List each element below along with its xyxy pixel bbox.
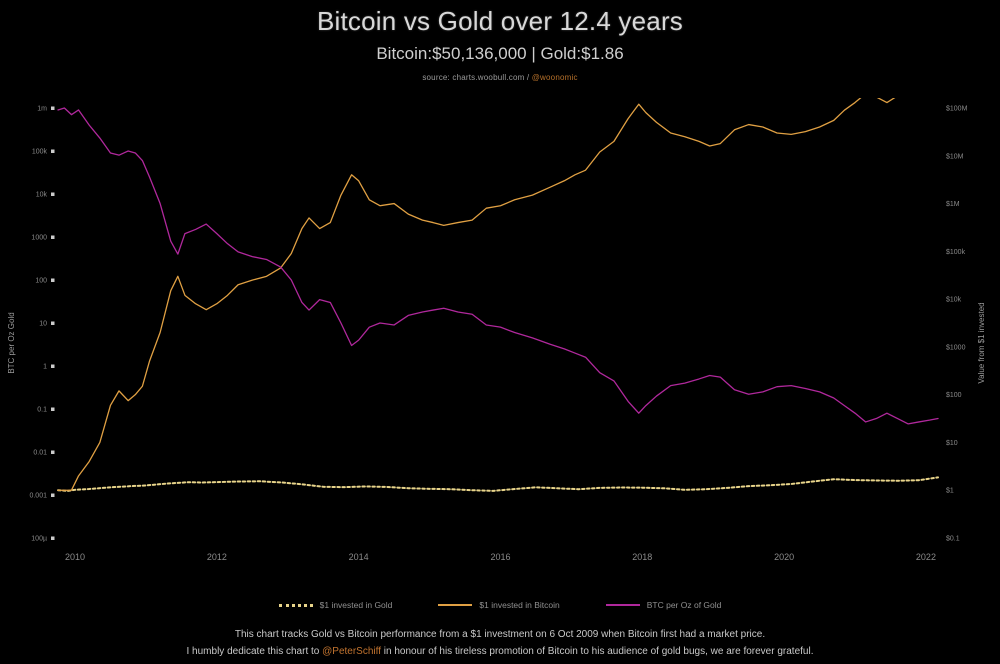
legend-label: $1 invested in Gold bbox=[319, 600, 393, 610]
y-right-tick-label: $10M bbox=[946, 153, 964, 160]
y-axis-left-ticks: 1m 100k 10k 1000 100 10 1 0.1 0.01 0.001 100µ bbox=[29, 106, 55, 543]
y-left-tick-label: 10k bbox=[36, 192, 48, 199]
y-left-tickmark bbox=[51, 192, 55, 196]
y-left-tick-label: 100k bbox=[32, 149, 48, 156]
legend-label: $1 invested in Bitcoin bbox=[479, 600, 560, 610]
y-left-tickmark bbox=[51, 321, 55, 325]
y-left-tickmark bbox=[51, 407, 55, 411]
page-title: Bitcoin vs Gold over 12.4 years bbox=[316, 6, 684, 36]
x-tick-label: 2014 bbox=[349, 552, 369, 562]
legend-item[interactable]: $1 invested in Gold bbox=[278, 600, 393, 610]
footer-line-2: I humbly dedicate this chart to @PeterSc… bbox=[0, 643, 1000, 660]
y-left-tickmark bbox=[51, 235, 55, 239]
source-handle-link[interactable]: @woonomic bbox=[531, 73, 578, 82]
y-right-tick-label: $0.1 bbox=[946, 536, 960, 543]
y-left-tickmark bbox=[51, 106, 55, 110]
x-tick-label: 2012 bbox=[207, 552, 227, 562]
y-left-tickmark bbox=[51, 149, 55, 153]
y-left-tick-label: 10 bbox=[39, 321, 47, 328]
legend-label: BTC per Oz of Gold bbox=[646, 600, 722, 610]
y-right-tick-label: $1 bbox=[946, 488, 954, 495]
series-line bbox=[57, 98, 896, 491]
y-left-tick-label: 100 bbox=[35, 278, 47, 285]
x-tick-label: 2018 bbox=[632, 552, 652, 562]
y-left-tick-label: 0.001 bbox=[29, 493, 47, 500]
footer-line2-pre: I humbly dedicate this chart to bbox=[186, 646, 323, 657]
y-axis-right-ticks: $100M $10M $1M $100k $10k $1000 $100 $10 $1 $0.1 bbox=[946, 106, 968, 543]
x-tick-label: 2016 bbox=[490, 552, 510, 562]
legend-item[interactable]: BTC per Oz of Gold bbox=[605, 600, 722, 610]
y-right-tick-label: $1M bbox=[946, 201, 960, 208]
y-left-tick-label: 0.01 bbox=[33, 450, 47, 457]
legend-swatch bbox=[605, 604, 640, 606]
chart-legend: $1 invested in Gold $1 invested in Bitcoi… bbox=[0, 600, 1000, 610]
y-axis-right-label: Value from $1 invested bbox=[977, 302, 986, 383]
y-right-tick-label: $1000 bbox=[946, 344, 966, 351]
peterschiff-mention[interactable]: @PeterSchiff bbox=[322, 646, 382, 657]
y-left-tick-label: 1 bbox=[43, 364, 47, 371]
y-right-tick-label: $10k bbox=[946, 297, 962, 304]
chart-canvas[interactable]: 1m 100k 10k 1000 100 10 1 0.1 0.01 0.001 100µ $100… bbox=[0, 98, 1000, 568]
y-left-tickmark bbox=[51, 450, 55, 454]
series-line bbox=[57, 476, 939, 492]
x-tick-label: 2020 bbox=[774, 552, 794, 562]
x-tick-label: 2010 bbox=[65, 552, 85, 562]
source-credit: source: charts.woobull.com / @woonomic bbox=[0, 73, 1000, 82]
y-right-tick-label: $100 bbox=[946, 392, 962, 399]
y-right-tick-label: $100M bbox=[946, 106, 968, 113]
footer-line2-post: in honour of his tireless promotion of B… bbox=[381, 646, 814, 657]
source-text: source: charts.woobull.com / bbox=[422, 73, 532, 82]
legend-item[interactable]: $1 invested in Bitcoin bbox=[438, 600, 560, 610]
y-left-tickmark bbox=[51, 278, 55, 282]
chart-footer: This chart tracks Gold vs Bitcoin perfor… bbox=[0, 626, 1000, 660]
footer-line-1: This chart tracks Gold vs Bitcoin perfor… bbox=[234, 629, 766, 640]
y-left-tick-label: 1m bbox=[37, 106, 47, 113]
legend-swatch bbox=[438, 604, 473, 606]
y-left-tick-label: 0.1 bbox=[37, 407, 47, 414]
series-line bbox=[57, 107, 939, 425]
y-right-tick-label: $100k bbox=[946, 249, 966, 256]
chart-subtitle: Bitcoin:$50,136,000 | Gold:$1.86 bbox=[376, 44, 624, 63]
y-left-tick-label: 100µ bbox=[31, 536, 47, 543]
legend-swatch bbox=[278, 603, 313, 607]
y-left-tick-label: 1000 bbox=[31, 235, 47, 242]
y-left-tickmark bbox=[51, 536, 55, 540]
plot-area: 1m 100k 10k 1000 100 10 1 0.1 0.01 0.001 100µ $100… bbox=[0, 98, 1000, 562]
y-right-tick-label: $10 bbox=[946, 440, 958, 447]
y-left-tickmark bbox=[51, 493, 55, 497]
y-left-tickmark bbox=[51, 364, 55, 368]
x-axis-ticks: 2010 2012 2014 2016 2018 2020 2022 bbox=[65, 552, 936, 562]
chart-header: Bitcoin vs Gold over 12.4 years Bitcoin:… bbox=[0, 0, 1000, 82]
series-group bbox=[57, 98, 939, 492]
x-tick-label: 2022 bbox=[916, 552, 936, 562]
y-axis-left-label: BTC per Oz Gold bbox=[7, 312, 16, 373]
